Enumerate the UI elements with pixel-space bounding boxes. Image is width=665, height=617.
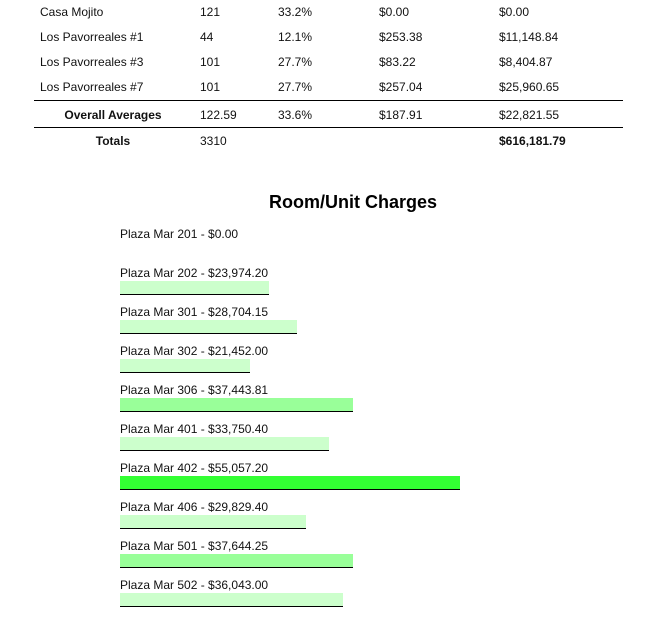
- avg-nights: 122.59: [200, 108, 237, 122]
- revenue: $8,404.87: [499, 55, 553, 69]
- bar: [120, 554, 353, 568]
- averages-row: Overall Averages 122.59 33.6% $187.91 $2…: [34, 100, 623, 127]
- bar: [120, 359, 250, 373]
- bar-label: Plaza Mar 501 - $37,644.25: [120, 539, 269, 553]
- occupancy: 27.7%: [278, 80, 313, 94]
- avg-rate: $187.91: [379, 108, 423, 122]
- occupancy: 27.7%: [278, 55, 313, 69]
- unit-name: Los Pavorreales #3: [40, 55, 144, 69]
- table-row: Casa Mojito 121 33.2% $0.00 $0.00: [34, 0, 623, 25]
- nights: 101: [200, 80, 221, 94]
- bar: [120, 320, 297, 334]
- totals-row: Totals 3310 $616,181.79: [34, 127, 623, 153]
- total-nights: 3310: [200, 134, 227, 148]
- bar-label: Plaza Mar 201 - $0.00: [120, 227, 239, 241]
- bar: [120, 398, 353, 412]
- bar: [120, 281, 269, 295]
- bar-label: Plaza Mar 402 - $55,057.20: [120, 461, 269, 475]
- averages-label: Overall Averages: [64, 108, 162, 122]
- chart-title: Room/Unit Charges: [268, 192, 437, 212]
- avg-rate: $253.38: [379, 30, 423, 44]
- bar: [120, 476, 460, 490]
- nights: 44: [200, 30, 214, 44]
- bar-label: Plaza Mar 306 - $37,443.81: [120, 383, 269, 397]
- occupancy: 12.1%: [278, 30, 313, 44]
- total-revenue: $616,181.79: [499, 134, 566, 148]
- bar-label: Plaza Mar 202 - $23,974.20: [120, 266, 269, 280]
- bar-label: Plaza Mar 502 - $36,043.00: [120, 578, 269, 592]
- bar-label: Plaza Mar 406 - $29,829.40: [120, 500, 269, 514]
- avg-occupancy: 33.6%: [278, 108, 313, 122]
- bar-label: Plaza Mar 401 - $33,750.40: [120, 422, 269, 436]
- unit-name: Casa Mojito: [40, 5, 104, 19]
- bar: [120, 437, 329, 451]
- revenue: $25,960.65: [499, 80, 560, 94]
- unit-name: Los Pavorreales #1: [40, 30, 144, 44]
- avg-rate: $0.00: [379, 5, 410, 19]
- bar: [120, 515, 306, 529]
- bar-label: Plaza Mar 301 - $28,704.15: [120, 305, 269, 319]
- revenue: $11,148.84: [499, 30, 559, 44]
- revenue: $0.00: [499, 5, 530, 19]
- summary-table: Casa Mojito 121 33.2% $0.00 $0.00 Los Pa…: [34, 0, 623, 153]
- bar: [120, 593, 343, 607]
- occupancy: 33.2%: [278, 5, 313, 19]
- nights: 121: [200, 5, 221, 19]
- avg-rate: $257.04: [379, 80, 423, 94]
- avg-rate: $83.22: [379, 55, 416, 69]
- avg-revenue: $22,821.55: [499, 108, 560, 122]
- unit-name: Los Pavorreales #7: [40, 80, 144, 94]
- table-row: Los Pavorreales #3 101 27.7% $83.22 $8,4…: [34, 50, 623, 75]
- table-row: Los Pavorreales #1 44 12.1% $253.38 $11,…: [34, 25, 623, 50]
- nights: 101: [200, 55, 221, 69]
- table-row: Los Pavorreales #7 101 27.7% $257.04 $25…: [34, 75, 623, 100]
- totals-label: Totals: [95, 134, 131, 148]
- bar-label: Plaza Mar 302 - $21,452.00: [120, 344, 269, 358]
